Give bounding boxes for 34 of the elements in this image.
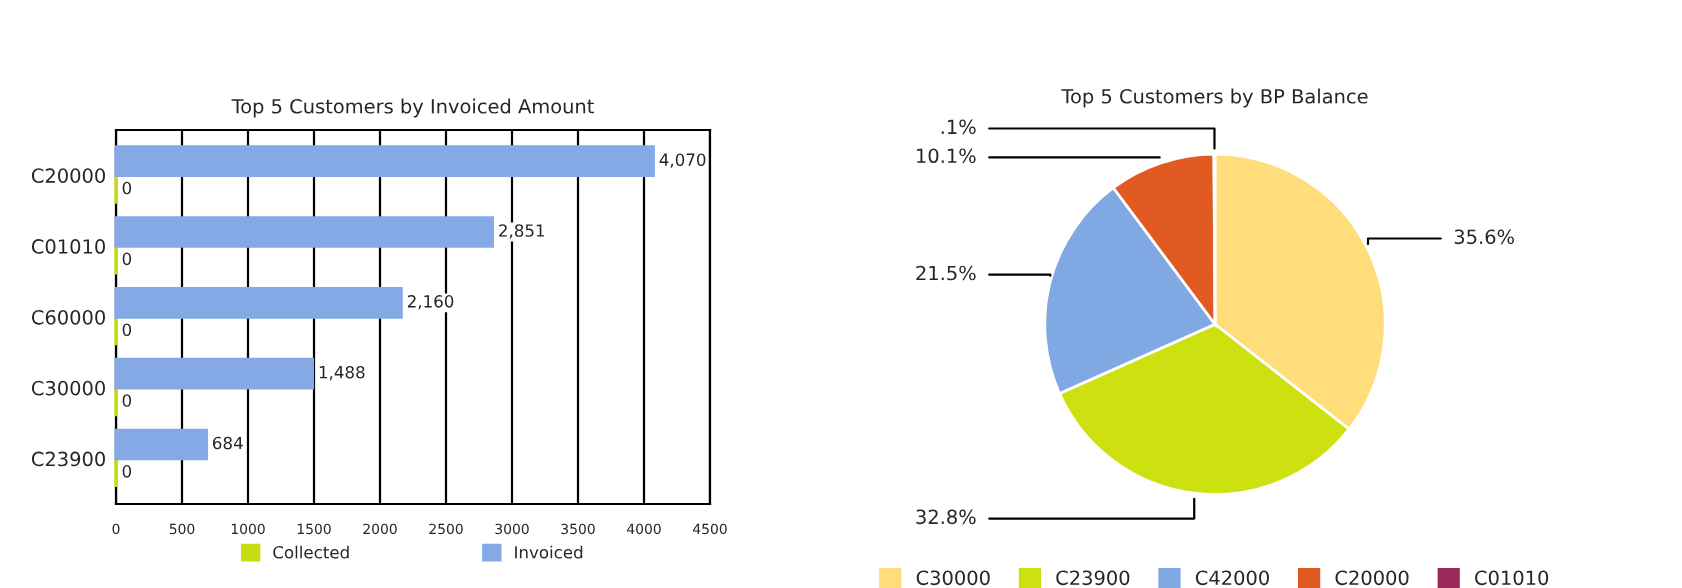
bar [114,145,655,177]
data-label: 2,160 [407,295,454,310]
data-label: 35.6% [1454,229,1514,245]
bar [114,216,494,248]
legend-label: C23900 [1056,570,1130,586]
data-label: 2,851 [499,224,545,239]
data-label: 1,488 [319,365,365,381]
data-label: 21.5% [916,265,976,281]
y-tick-label: C60000 [31,309,105,325]
legend-label: C01010 [1475,570,1549,586]
legend-label: Collected [273,545,349,559]
data-label: 32.8% [916,509,976,525]
bar [114,287,403,319]
data-label: .1% [941,119,976,135]
bar [114,428,208,461]
legend-label: C30000 [916,570,990,586]
bar [114,357,315,390]
data-label: 684 [213,436,243,450]
chart-title: Top 5 Customers by Invoiced Amount [231,98,594,118]
y-tick-label: C23900 [31,451,105,467]
legend-label: C20000 [1335,570,1409,586]
chart-title: Top 5 Customers by BP Balance [1061,88,1368,108]
legend-label: C42000 [1195,570,1269,586]
data-label: 4,070 [659,153,706,168]
legend-label: Invoiced [515,545,583,559]
y-tick-label: C20000 [31,168,105,183]
data-label: 0 [122,181,132,195]
y-tick-label: C01010 [31,239,105,254]
data-label: 0 [122,394,132,407]
data-label: 10.1% [917,148,976,164]
data-label: 0 [122,252,132,266]
data-label: 0 [122,323,132,336]
y-tick-label: C30000 [31,380,105,396]
data-label: 0 [122,465,132,478]
